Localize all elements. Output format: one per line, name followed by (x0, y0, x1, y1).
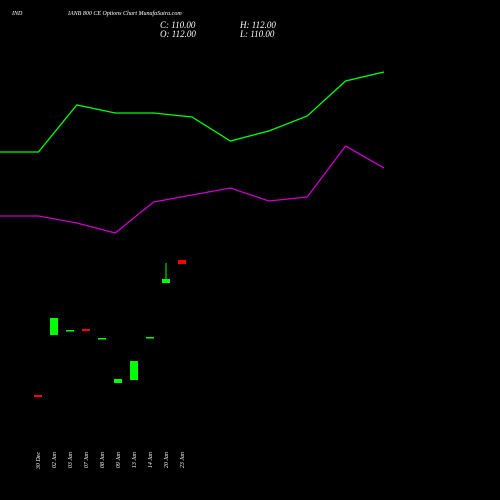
x-tick-label: 14 Jan (147, 452, 154, 468)
x-tick-label: 02 Jan (52, 452, 58, 468)
high-label: H: 112.00 (239, 20, 276, 30)
x-tick-label: 20 Jan (164, 452, 170, 468)
candle-body (66, 330, 74, 332)
close-label: C: 110.00 (160, 20, 196, 30)
candle-body (162, 279, 170, 283)
x-tick-label: 13 Jan (132, 452, 138, 468)
x-tick-label: 09 Jan (116, 452, 122, 468)
low-label: L: 110.00 (239, 29, 275, 39)
candle-body (114, 379, 122, 383)
candle-body (98, 338, 106, 340)
chart-title-left: IND (11, 11, 23, 17)
candle-body (130, 361, 138, 380)
candle-body (178, 260, 186, 264)
candle-body (34, 395, 42, 397)
candle-body (82, 329, 90, 331)
x-tick-label: 08 Jan (100, 452, 106, 468)
candle-body (50, 318, 58, 335)
x-tick-label: 03 Jan (68, 452, 74, 468)
open-label: O: 112.00 (160, 29, 196, 39)
indicator-line (0, 145, 385, 234)
x-tick-label: 30 Dec (36, 452, 42, 470)
candle-body (146, 337, 154, 339)
x-tick-label: 07 Jan (84, 452, 90, 468)
chart-title: IANB 800 CE Options Chart MunafaSutra.co… (67, 10, 182, 17)
x-tick-label: 23 Jan (180, 452, 186, 468)
indicator-line (0, 71, 385, 153)
